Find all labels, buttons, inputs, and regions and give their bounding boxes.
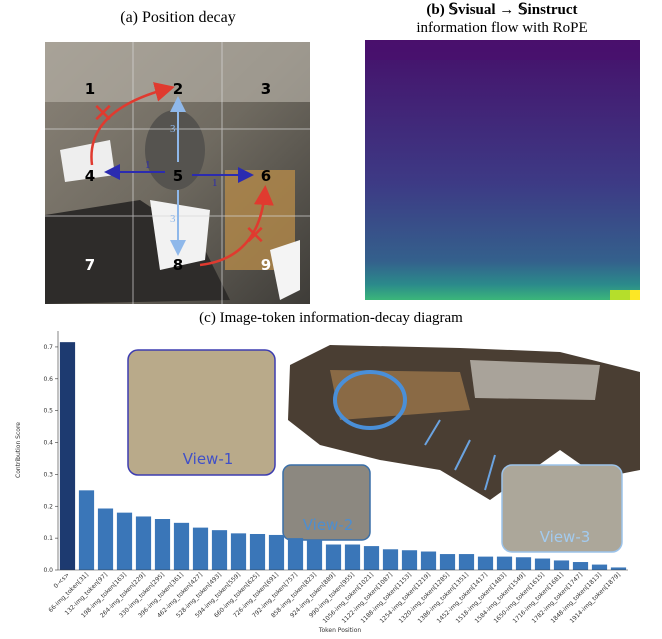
cell-label: 7 bbox=[85, 256, 95, 274]
y-tick-label: 0.3 bbox=[43, 471, 53, 478]
annotation: View-3 bbox=[540, 528, 591, 546]
bar bbox=[515, 557, 532, 570]
bar bbox=[78, 490, 95, 570]
bar bbox=[306, 539, 323, 570]
bar bbox=[325, 544, 342, 570]
bar bbox=[458, 554, 475, 570]
svg-text:✕: ✕ bbox=[244, 221, 266, 251]
bar bbox=[382, 549, 399, 570]
bar bbox=[211, 530, 228, 570]
arrow-label: 3 bbox=[170, 123, 176, 135]
bar bbox=[553, 560, 570, 570]
cell-label: 2 bbox=[173, 80, 183, 98]
y-tick-label: 0.5 bbox=[43, 408, 53, 415]
svg-text:✕: ✕ bbox=[92, 99, 114, 129]
bar bbox=[116, 512, 133, 570]
y-axis-label: Contribution Score bbox=[15, 422, 22, 478]
cell-label: 3 bbox=[261, 80, 271, 98]
bar bbox=[534, 558, 551, 570]
bar bbox=[230, 533, 247, 570]
annotation: View-2 bbox=[303, 516, 354, 534]
arrow-label: 3 bbox=[170, 213, 176, 225]
arrow-label: 1 bbox=[145, 159, 151, 171]
panel-a-title: (a) Position decay bbox=[120, 9, 236, 26]
bar bbox=[572, 562, 589, 570]
bar-layer bbox=[59, 342, 627, 570]
bar bbox=[610, 567, 627, 570]
chart-title: (c) Image-token information-decay diagra… bbox=[199, 310, 463, 326]
cell-label: 1 bbox=[85, 80, 95, 98]
x-axis-label: Token Position bbox=[318, 627, 362, 634]
inset-view bbox=[282, 464, 371, 541]
cell-label: 4 bbox=[85, 167, 95, 185]
panel-b-title: (b) 𝕊visual → 𝕊instruct bbox=[426, 2, 577, 18]
panel-a-image: ✕ ✕ bbox=[45, 42, 310, 304]
bar bbox=[344, 544, 361, 570]
panel-b-subtitle: information flow with RoPE bbox=[416, 20, 587, 36]
annotation: View-1 bbox=[183, 450, 234, 468]
bar bbox=[135, 516, 152, 570]
bar bbox=[192, 527, 209, 570]
bar bbox=[401, 550, 418, 570]
bar bbox=[287, 538, 304, 570]
y-tick-label: 0.7 bbox=[43, 344, 53, 351]
scene-3d bbox=[259, 345, 640, 500]
cell-label: 9 bbox=[261, 256, 271, 274]
inset-view bbox=[501, 464, 623, 553]
bar bbox=[591, 564, 608, 570]
y-tick-label: 0.4 bbox=[43, 440, 53, 447]
bar bbox=[59, 342, 76, 570]
y-tick-label: 0.6 bbox=[43, 376, 53, 383]
bar bbox=[97, 508, 114, 570]
y-tick-label: 0.1 bbox=[43, 535, 53, 542]
bar bbox=[420, 551, 437, 570]
inset-view bbox=[127, 349, 276, 476]
bar bbox=[154, 519, 171, 570]
bar bbox=[477, 556, 494, 570]
cell-label: 6 bbox=[261, 167, 271, 185]
bar bbox=[249, 533, 266, 570]
bar bbox=[496, 556, 513, 570]
bar bbox=[363, 546, 380, 570]
bar bbox=[173, 522, 190, 570]
cell-label: 8 bbox=[173, 256, 183, 274]
y-tick-label: 0.0 bbox=[43, 567, 53, 574]
arrow-label: 1 bbox=[212, 177, 218, 189]
bar bbox=[439, 554, 456, 570]
y-tick-label: 0.2 bbox=[43, 503, 53, 510]
heatmap bbox=[365, 40, 640, 300]
cell-label: 5 bbox=[173, 167, 183, 185]
bar bbox=[268, 534, 285, 570]
